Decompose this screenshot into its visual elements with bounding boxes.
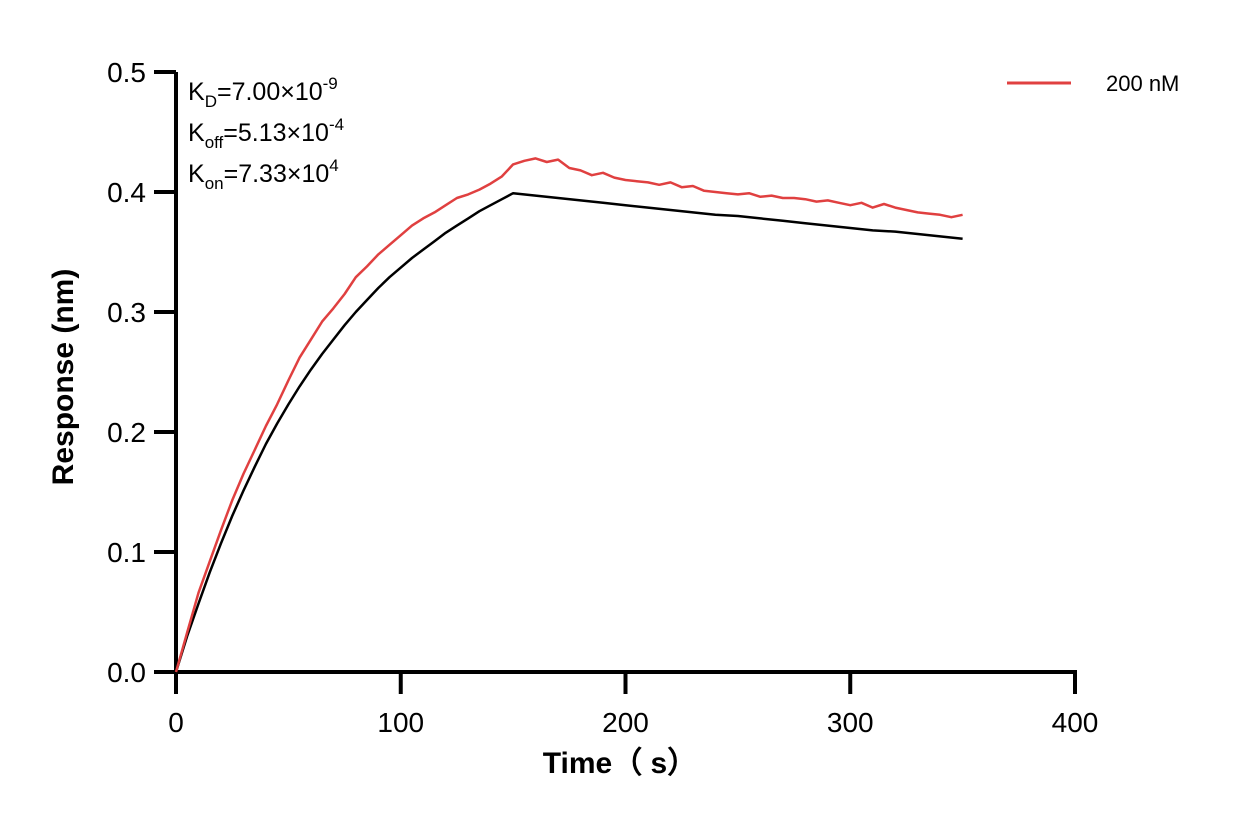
kd-sub: D xyxy=(205,92,217,111)
x-tick-label: 200 xyxy=(602,707,649,738)
kon-sub: on xyxy=(205,174,224,193)
x-tick-label: 100 xyxy=(377,707,424,738)
kd-exp: -9 xyxy=(323,74,338,93)
kon-exp: 4 xyxy=(329,156,338,175)
y-axis-title: Response (nm) xyxy=(47,269,80,486)
series-layer xyxy=(174,157,963,673)
legend: 200 nM xyxy=(1007,71,1179,96)
x-tick-label: 300 xyxy=(827,707,874,738)
measured-curve-line xyxy=(174,157,963,673)
kd-value: =7.00×10 xyxy=(217,78,323,106)
y-tick-label: 0.4 xyxy=(107,177,146,208)
legend-label-200nm: 200 nM xyxy=(1106,71,1179,96)
koff-value: =5.13×10 xyxy=(223,119,329,147)
kd-base: K xyxy=(188,78,205,106)
kon-value: =7.33×10 xyxy=(224,160,330,188)
x-tick-label: 0 xyxy=(168,707,184,738)
kon-annotation: Kon=7.33×104 xyxy=(188,156,339,193)
kd-annotation: KD=7.00×10-9 xyxy=(188,74,338,111)
fit-curve-line xyxy=(174,191,963,673)
y-tick-label: 0.1 xyxy=(107,537,146,568)
koff-sub: off xyxy=(205,133,224,152)
y-tick-label: 0.2 xyxy=(107,417,146,448)
axis-ticks: 0 100 200 300 400 0.0 0.1 0.2 0.3 0.4 0.5 xyxy=(107,57,1098,738)
y-tick-label: 0.5 xyxy=(107,57,146,88)
koff-annotation: Koff=5.13×10-4 xyxy=(188,115,344,152)
koff-exp: -4 xyxy=(329,115,344,134)
koff-base: K xyxy=(188,119,205,147)
kon-base: K xyxy=(188,160,205,188)
x-axis-title: Time（ s） xyxy=(543,746,698,780)
y-tick-label: 0.3 xyxy=(107,297,146,328)
x-tick-label: 400 xyxy=(1052,707,1099,738)
y-tick-label: 0.0 xyxy=(107,657,146,688)
